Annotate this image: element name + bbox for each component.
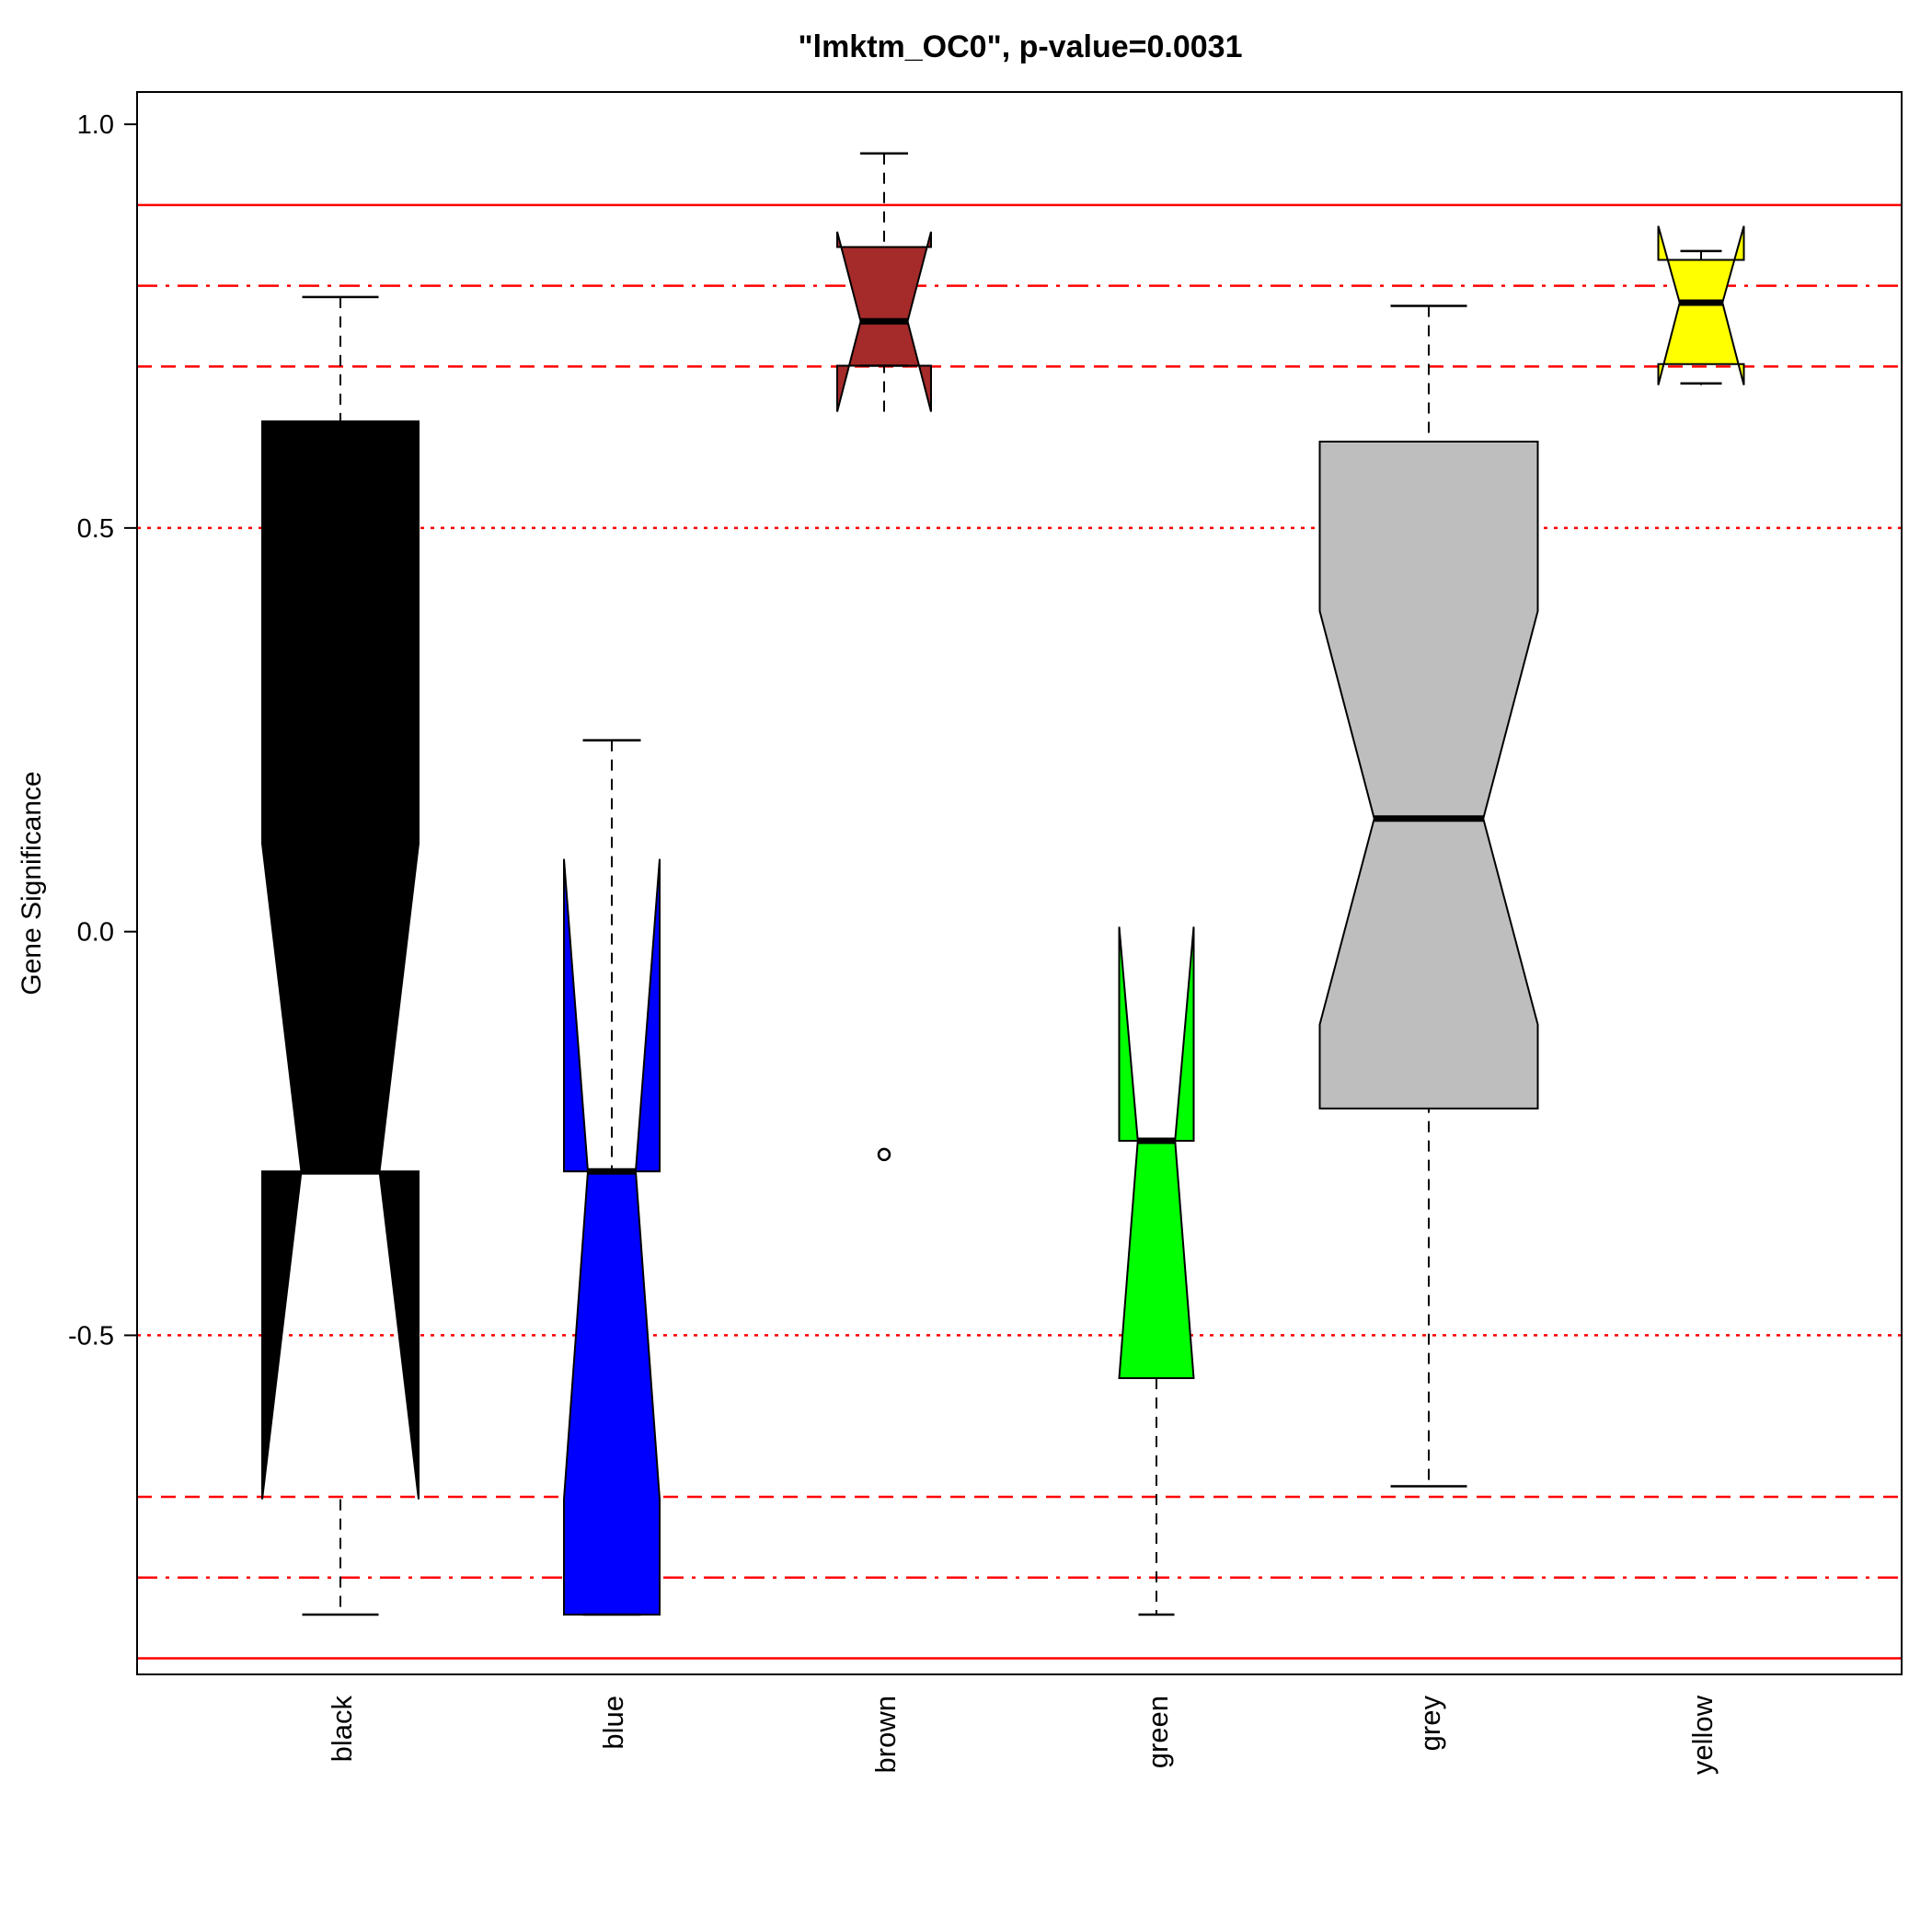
x-category-label: green xyxy=(1142,1696,1174,1768)
box-green xyxy=(1118,926,1195,1616)
y-tick-label: 0.5 xyxy=(77,514,114,544)
y-axis: 1.0 0.5 0.0 -0.5 xyxy=(68,110,137,1351)
outlier-point xyxy=(877,1147,891,1162)
box-blue xyxy=(563,739,661,1616)
plot-frame xyxy=(136,91,1903,1675)
y-tick-label: -0.5 xyxy=(68,1321,114,1351)
box-yellow xyxy=(1657,225,1745,385)
y-axis-label: Gene Significance xyxy=(17,771,47,995)
x-category-label: yellow xyxy=(1686,1695,1719,1775)
box-brown xyxy=(836,152,932,1162)
notched-box xyxy=(563,858,661,1616)
box-grey xyxy=(1318,305,1539,1488)
notched-box xyxy=(1318,440,1539,1110)
notched-box xyxy=(1118,926,1195,1379)
x-category-label: black xyxy=(326,1696,358,1763)
boxes xyxy=(261,152,1745,1616)
x-axis: black blue brown green grey yellow xyxy=(326,1695,1719,1775)
reference-lines xyxy=(137,203,1902,1660)
x-category-label: grey xyxy=(1414,1696,1446,1752)
x-category-label: brown xyxy=(869,1696,902,1773)
box-black xyxy=(261,295,420,1616)
x-category-label: blue xyxy=(597,1696,629,1750)
notched-box xyxy=(261,420,420,1500)
y-tick-label: 1.0 xyxy=(77,110,114,140)
chart-title: "lmktm_OC0", p-value=0.0031 xyxy=(799,29,1243,64)
y-tick-label: 0.0 xyxy=(77,918,114,948)
